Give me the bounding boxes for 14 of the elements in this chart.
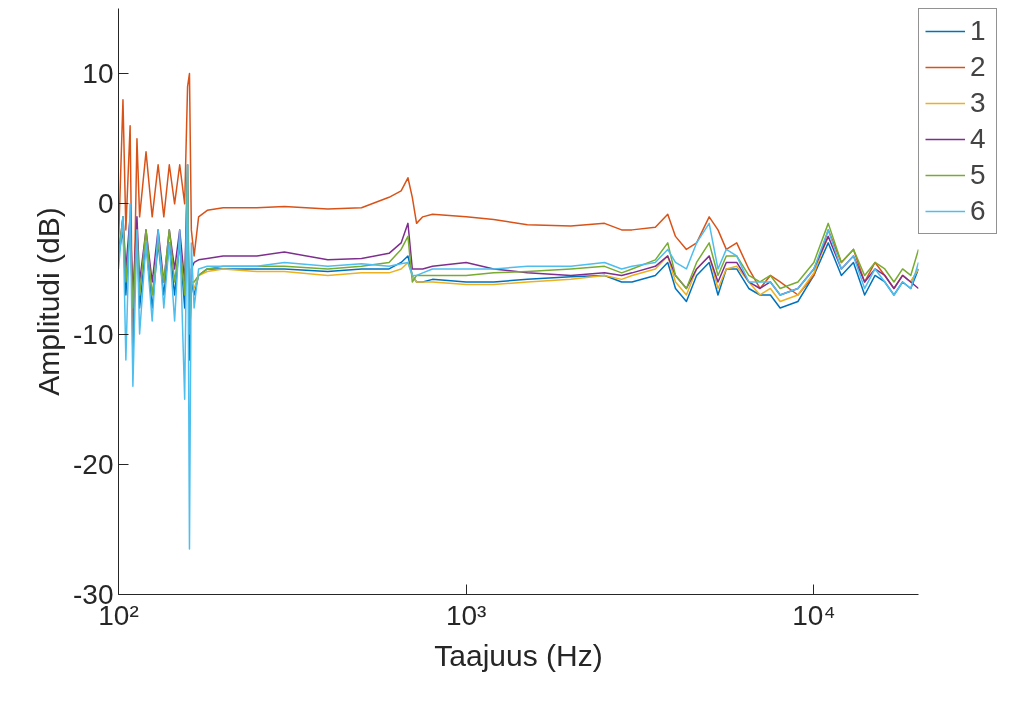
legend-label: 3 (970, 87, 987, 119)
y-axis-title: Amplitudi (dB) (32, 207, 66, 396)
legend-label: 2 (970, 51, 987, 83)
legend-label: 5 (970, 159, 987, 191)
x-tick-label: 10⁴ (792, 599, 836, 631)
y-tick-label: 0 (97, 188, 114, 220)
x-tick-label: 10³ (445, 599, 487, 631)
y-tick-label: 10 (82, 58, 114, 90)
legend-label: 1 (970, 15, 987, 47)
y-tick-label: -20 (73, 448, 114, 480)
y-tick-label: -10 (73, 318, 114, 350)
legend-label: 6 (970, 195, 987, 227)
x-axis-title: Taajuus (Hz) (434, 638, 603, 672)
legend-label: 4 (970, 123, 987, 155)
